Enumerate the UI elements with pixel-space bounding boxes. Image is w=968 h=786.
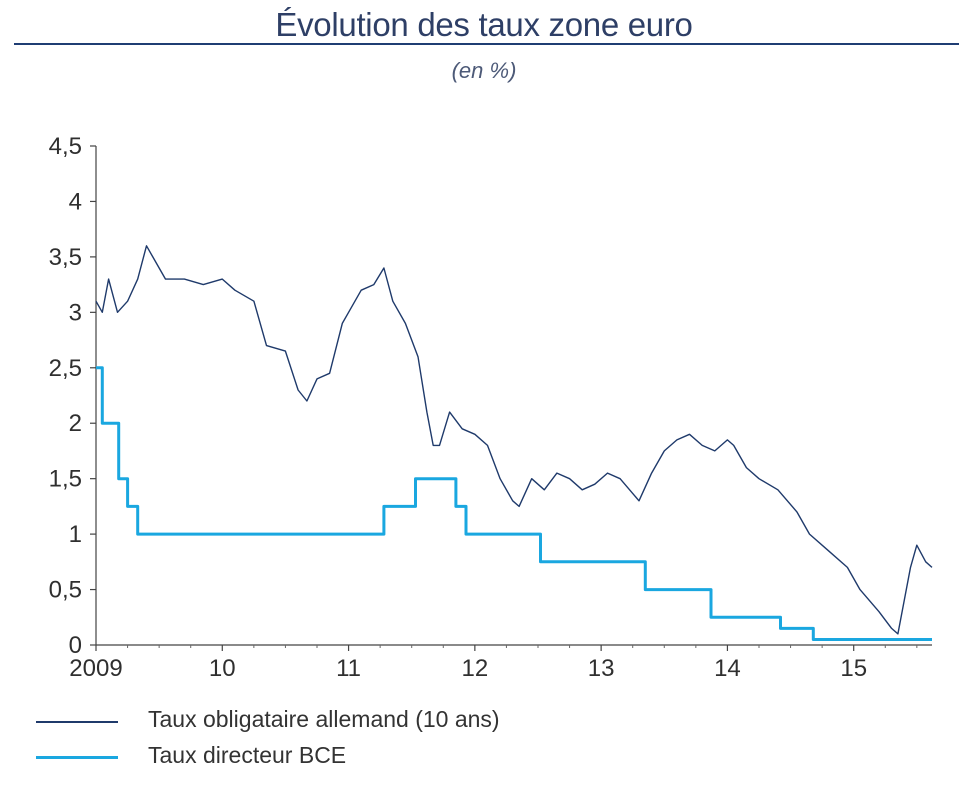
legend-swatch-bund bbox=[36, 721, 118, 723]
y-tick-label: 3 bbox=[69, 299, 82, 326]
chart-title: Évolution des taux zone euro bbox=[275, 6, 693, 43]
legend-swatch-ecb bbox=[36, 756, 118, 759]
y-tick-label: 1 bbox=[69, 521, 82, 548]
y-tick-label: 2 bbox=[69, 410, 82, 437]
series-line-bund-10y bbox=[95, 245, 933, 635]
series-line-ecb-rate bbox=[96, 366, 932, 641]
line-chart: 0 0,5 1 1,5 2 2,5 3 3,5 4 4,5 2009 10 11 12 13 14 15 bbox=[49, 133, 933, 682]
legend-item-bund: Taux obligataire allemand (10 ans) bbox=[36, 706, 636, 736]
y-tick-label: 0,5 bbox=[49, 577, 82, 604]
x-tick-label: 12 bbox=[462, 655, 489, 682]
legend-label-bund: Taux obligataire allemand (10 ans) bbox=[148, 706, 500, 732]
y-tick-label: 4,5 bbox=[49, 133, 82, 160]
x-tick-label: 15 bbox=[840, 655, 867, 682]
y-tick-label: 2,5 bbox=[49, 355, 82, 382]
y-tick-label: 4 bbox=[69, 188, 82, 215]
x-tick-label: 10 bbox=[209, 655, 236, 682]
legend-label-ecb: Taux directeur BCE bbox=[148, 742, 347, 768]
series-layer bbox=[95, 245, 933, 641]
x-tick-label: 11 bbox=[336, 655, 361, 682]
axes: 0 0,5 1 1,5 2 2,5 3 3,5 4 4,5 2009 10 11 12 13 14 15 bbox=[49, 133, 932, 682]
x-tick-label: 13 bbox=[588, 655, 615, 682]
legend-item-ecb: Taux directeur BCE bbox=[36, 742, 636, 772]
x-tick-label: 2009 bbox=[69, 655, 122, 682]
chart-subtitle: (en %) bbox=[451, 58, 517, 83]
y-tick-label: 1,5 bbox=[49, 466, 82, 493]
x-tick-label: 14 bbox=[714, 655, 741, 682]
legend: Taux obligataire allemand (10 ans) Taux … bbox=[36, 706, 636, 776]
y-tick-label: 3,5 bbox=[49, 244, 82, 271]
title-underline bbox=[14, 43, 959, 45]
y-tick-label: 0 bbox=[69, 632, 82, 659]
